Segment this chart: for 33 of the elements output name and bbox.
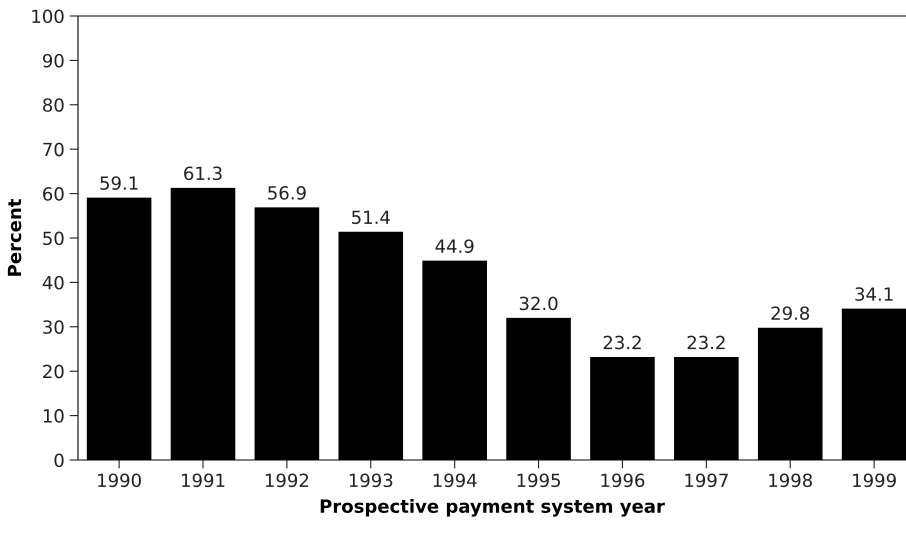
- data-label: 61.3: [184, 166, 222, 180]
- x-tick-label: 1997: [685, 474, 728, 488]
- data-label: 23.2: [604, 336, 641, 350]
- data-label: 44.9: [435, 239, 474, 253]
- data-label: 59.1: [100, 176, 138, 190]
- x-tick-label: 1992: [266, 474, 308, 488]
- data-label: 56.9: [268, 186, 306, 200]
- x-tick-label: 1999: [853, 474, 896, 488]
- x-axis-title: Prospective payment system year: [320, 499, 665, 517]
- data-label: 29.8: [771, 306, 810, 320]
- x-tick-label: 1998: [769, 474, 812, 488]
- x-tick-label: 1991: [182, 474, 224, 488]
- y-axis-title: Percent: [8, 199, 22, 276]
- data-label: 51.4: [352, 210, 390, 224]
- x-tick-label: 1990: [98, 474, 141, 488]
- x-tick-label: 1994: [434, 474, 477, 488]
- y-tick-label: 80: [43, 98, 64, 112]
- data-label: 23.2: [688, 336, 725, 350]
- data-label: 34.1: [855, 287, 893, 301]
- y-tick-label: 90: [42, 54, 64, 68]
- x-tick-label: 1993: [350, 474, 392, 488]
- y-tick-label: 0: [54, 453, 64, 468]
- x-tick-label: 1996: [601, 474, 644, 488]
- y-tick-label: 40: [42, 276, 64, 290]
- y-tick-label: 20: [43, 364, 64, 378]
- x-tick-label: 1995: [518, 474, 560, 488]
- data-label: 32.0: [520, 296, 558, 310]
- y-tick-label: 30: [43, 320, 64, 334]
- y-tick-label: 10: [44, 409, 64, 423]
- y-tick-label: 70: [43, 142, 64, 156]
- y-tick-label: 60: [43, 187, 64, 201]
- y-tick-label: 100: [32, 9, 64, 24]
- y-tick-label: 50: [43, 231, 64, 246]
